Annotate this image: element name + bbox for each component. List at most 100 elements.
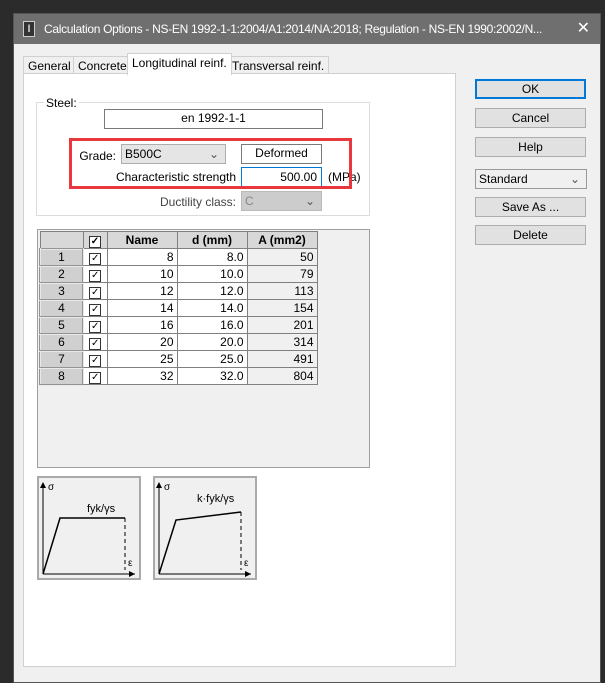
cell-name[interactable]: 10 — [106, 265, 178, 283]
table-row[interactable]: 6 ✓ 20 20.0 314 — [39, 332, 318, 352]
row-header[interactable]: 5 — [39, 315, 84, 335]
sigma-label: σ — [48, 482, 55, 493]
bar-table: ✓ Name d (mm) A (mm2) 1 ✓ 8 8.0 50 2 ✓ 10… — [39, 231, 318, 386]
row-checkbox[interactable]: ✓ — [82, 282, 108, 300]
table-row[interactable]: 3 ✓ 12 12.0 113 — [39, 281, 318, 301]
cell-name[interactable]: 32 — [106, 367, 178, 385]
col-area[interactable]: A (mm2) — [246, 231, 318, 249]
col-name[interactable]: Name — [106, 231, 178, 249]
table-row[interactable]: 1 ✓ 8 8.0 50 — [39, 247, 318, 267]
row-header[interactable]: 6 — [39, 332, 84, 352]
diagram-formula: k·fyk/γs — [197, 493, 235, 505]
row-checkbox[interactable]: ✓ — [82, 248, 108, 266]
table-row[interactable]: 2 ✓ 10 10.0 79 — [39, 264, 318, 284]
cell-name[interactable]: 12 — [106, 282, 178, 300]
row-checkbox[interactable]: ✓ — [82, 265, 108, 283]
grade-select[interactable]: B500C ⌄ — [121, 144, 226, 164]
cell-name[interactable]: 16 — [106, 316, 178, 334]
strength-input[interactable]: 500.00 — [241, 167, 322, 187]
tab-panel: Steel: en 1992-1-1 Grade: B500C ⌄ Deforme… — [23, 73, 456, 667]
table-row[interactable]: 5 ✓ 16 16.0 201 — [39, 315, 318, 335]
row-checkbox[interactable]: ✓ — [82, 333, 108, 351]
select-all-header[interactable]: ✓ — [82, 231, 108, 249]
bar-diameters-grid: ✓ Name d (mm) A (mm2) 1 ✓ 8 8.0 50 2 ✓ 10… — [37, 229, 370, 468]
grade-label: Grade: — [79, 149, 116, 163]
cell-area: 491 — [246, 350, 318, 368]
chevron-down-icon: ⌄ — [569, 172, 580, 186]
title-bar: I Calculation Options - NS-EN 1992-1-1:2… — [14, 14, 600, 44]
diagram-inclined-branch[interactable]: σ ε k·fyk/γs — [153, 476, 257, 580]
table-row[interactable]: 8 ✓ 32 32.0 804 — [39, 366, 318, 386]
cell-name[interactable]: 8 — [106, 248, 178, 266]
preset-select[interactable]: Standard ⌄ — [475, 169, 587, 189]
checkbox-checked-icon: ✓ — [89, 303, 102, 316]
checkbox-checked-icon: ✓ — [89, 269, 102, 282]
stress-strain-diagram: σ ε fyk/γs — [40, 482, 135, 577]
row-checkbox[interactable]: ✓ — [82, 367, 108, 385]
row-checkbox[interactable]: ✓ — [82, 350, 108, 368]
checkbox-checked-icon: ✓ — [89, 235, 101, 248]
ductility-select[interactable]: C ⌄ — [241, 191, 322, 211]
tab-longitudinal-reinf[interactable]: Longitudinal reinf. — [127, 53, 232, 75]
chevron-down-icon: ⌄ — [304, 194, 315, 208]
cell-diameter[interactable]: 8.0 — [176, 248, 248, 266]
cell-diameter[interactable]: 12.0 — [176, 282, 248, 300]
cell-diameter[interactable]: 20.0 — [176, 333, 248, 351]
cell-area: 113 — [246, 282, 318, 300]
sigma-label: σ — [164, 482, 171, 493]
row-header[interactable]: 2 — [39, 264, 84, 284]
row-header[interactable]: 7 — [39, 349, 84, 369]
steel-legend: Steel: — [44, 96, 79, 110]
checkbox-checked-icon: ✓ — [89, 252, 102, 265]
save-as-button[interactable]: Save As ... — [475, 197, 586, 217]
cell-diameter[interactable]: 16.0 — [176, 316, 248, 334]
col-diameter[interactable]: d (mm) — [176, 231, 248, 249]
diagram-formula: fyk/γs — [87, 503, 116, 515]
row-header[interactable]: 1 — [39, 247, 84, 267]
row-checkbox[interactable]: ✓ — [82, 299, 108, 317]
calculation-options-dialog: I Calculation Options - NS-EN 1992-1-1:2… — [13, 13, 601, 683]
highlight-box — [69, 138, 352, 189]
delete-button[interactable]: Delete — [475, 225, 586, 245]
strength-unit: (MPa) — [328, 170, 361, 184]
cell-area: 804 — [246, 367, 318, 385]
ok-button[interactable]: OK — [475, 79, 586, 99]
preset-value: Standard — [479, 172, 528, 186]
steel-group — [36, 102, 370, 216]
corner-header — [39, 231, 84, 249]
stress-strain-diagram: σ ε k·fyk/γs — [156, 482, 251, 577]
cancel-button[interactable]: Cancel — [475, 108, 586, 128]
row-header[interactable]: 4 — [39, 298, 84, 318]
checkbox-checked-icon: ✓ — [89, 286, 102, 299]
strength-label: Characteristic strength — [115, 170, 236, 184]
cell-area: 201 — [246, 316, 318, 334]
row-header[interactable]: 3 — [39, 281, 84, 301]
steel-standard-field: en 1992-1-1 — [104, 109, 323, 129]
cell-name[interactable]: 14 — [106, 299, 178, 317]
close-icon[interactable]: ✕ — [576, 20, 590, 37]
checkbox-checked-icon: ✓ — [89, 337, 102, 350]
ductility-label: Ductility class: — [159, 195, 236, 209]
table-row[interactable]: 4 ✓ 14 14.0 154 — [39, 298, 318, 318]
cell-name[interactable]: 25 — [106, 350, 178, 368]
tab-general[interactable]: General — [23, 56, 76, 74]
cell-diameter[interactable]: 14.0 — [176, 299, 248, 317]
surface-type-button[interactable]: Deformed — [241, 144, 322, 164]
cell-area: 79 — [246, 265, 318, 283]
cell-diameter[interactable]: 10.0 — [176, 265, 248, 283]
tab-transversal-reinf[interactable]: Transversal reinf. — [227, 56, 330, 74]
epsilon-label: ε — [128, 558, 133, 569]
row-checkbox[interactable]: ✓ — [82, 316, 108, 334]
cell-area: 50 — [246, 248, 318, 266]
window-title: Calculation Options - NS-EN 1992-1-1:200… — [44, 22, 543, 36]
cell-diameter[interactable]: 32.0 — [176, 367, 248, 385]
cell-name[interactable]: 20 — [106, 333, 178, 351]
tab-concrete[interactable]: Concrete — [73, 56, 132, 74]
row-header[interactable]: 8 — [39, 366, 84, 386]
cell-diameter[interactable]: 25.0 — [176, 350, 248, 368]
cell-area: 154 — [246, 299, 318, 317]
help-button[interactable]: Help — [475, 137, 586, 157]
table-row[interactable]: 7 ✓ 25 25.0 491 — [39, 349, 318, 369]
diagram-horizontal-branch[interactable]: σ ε fyk/γs — [37, 476, 141, 580]
chevron-down-icon: ⌄ — [208, 147, 219, 161]
